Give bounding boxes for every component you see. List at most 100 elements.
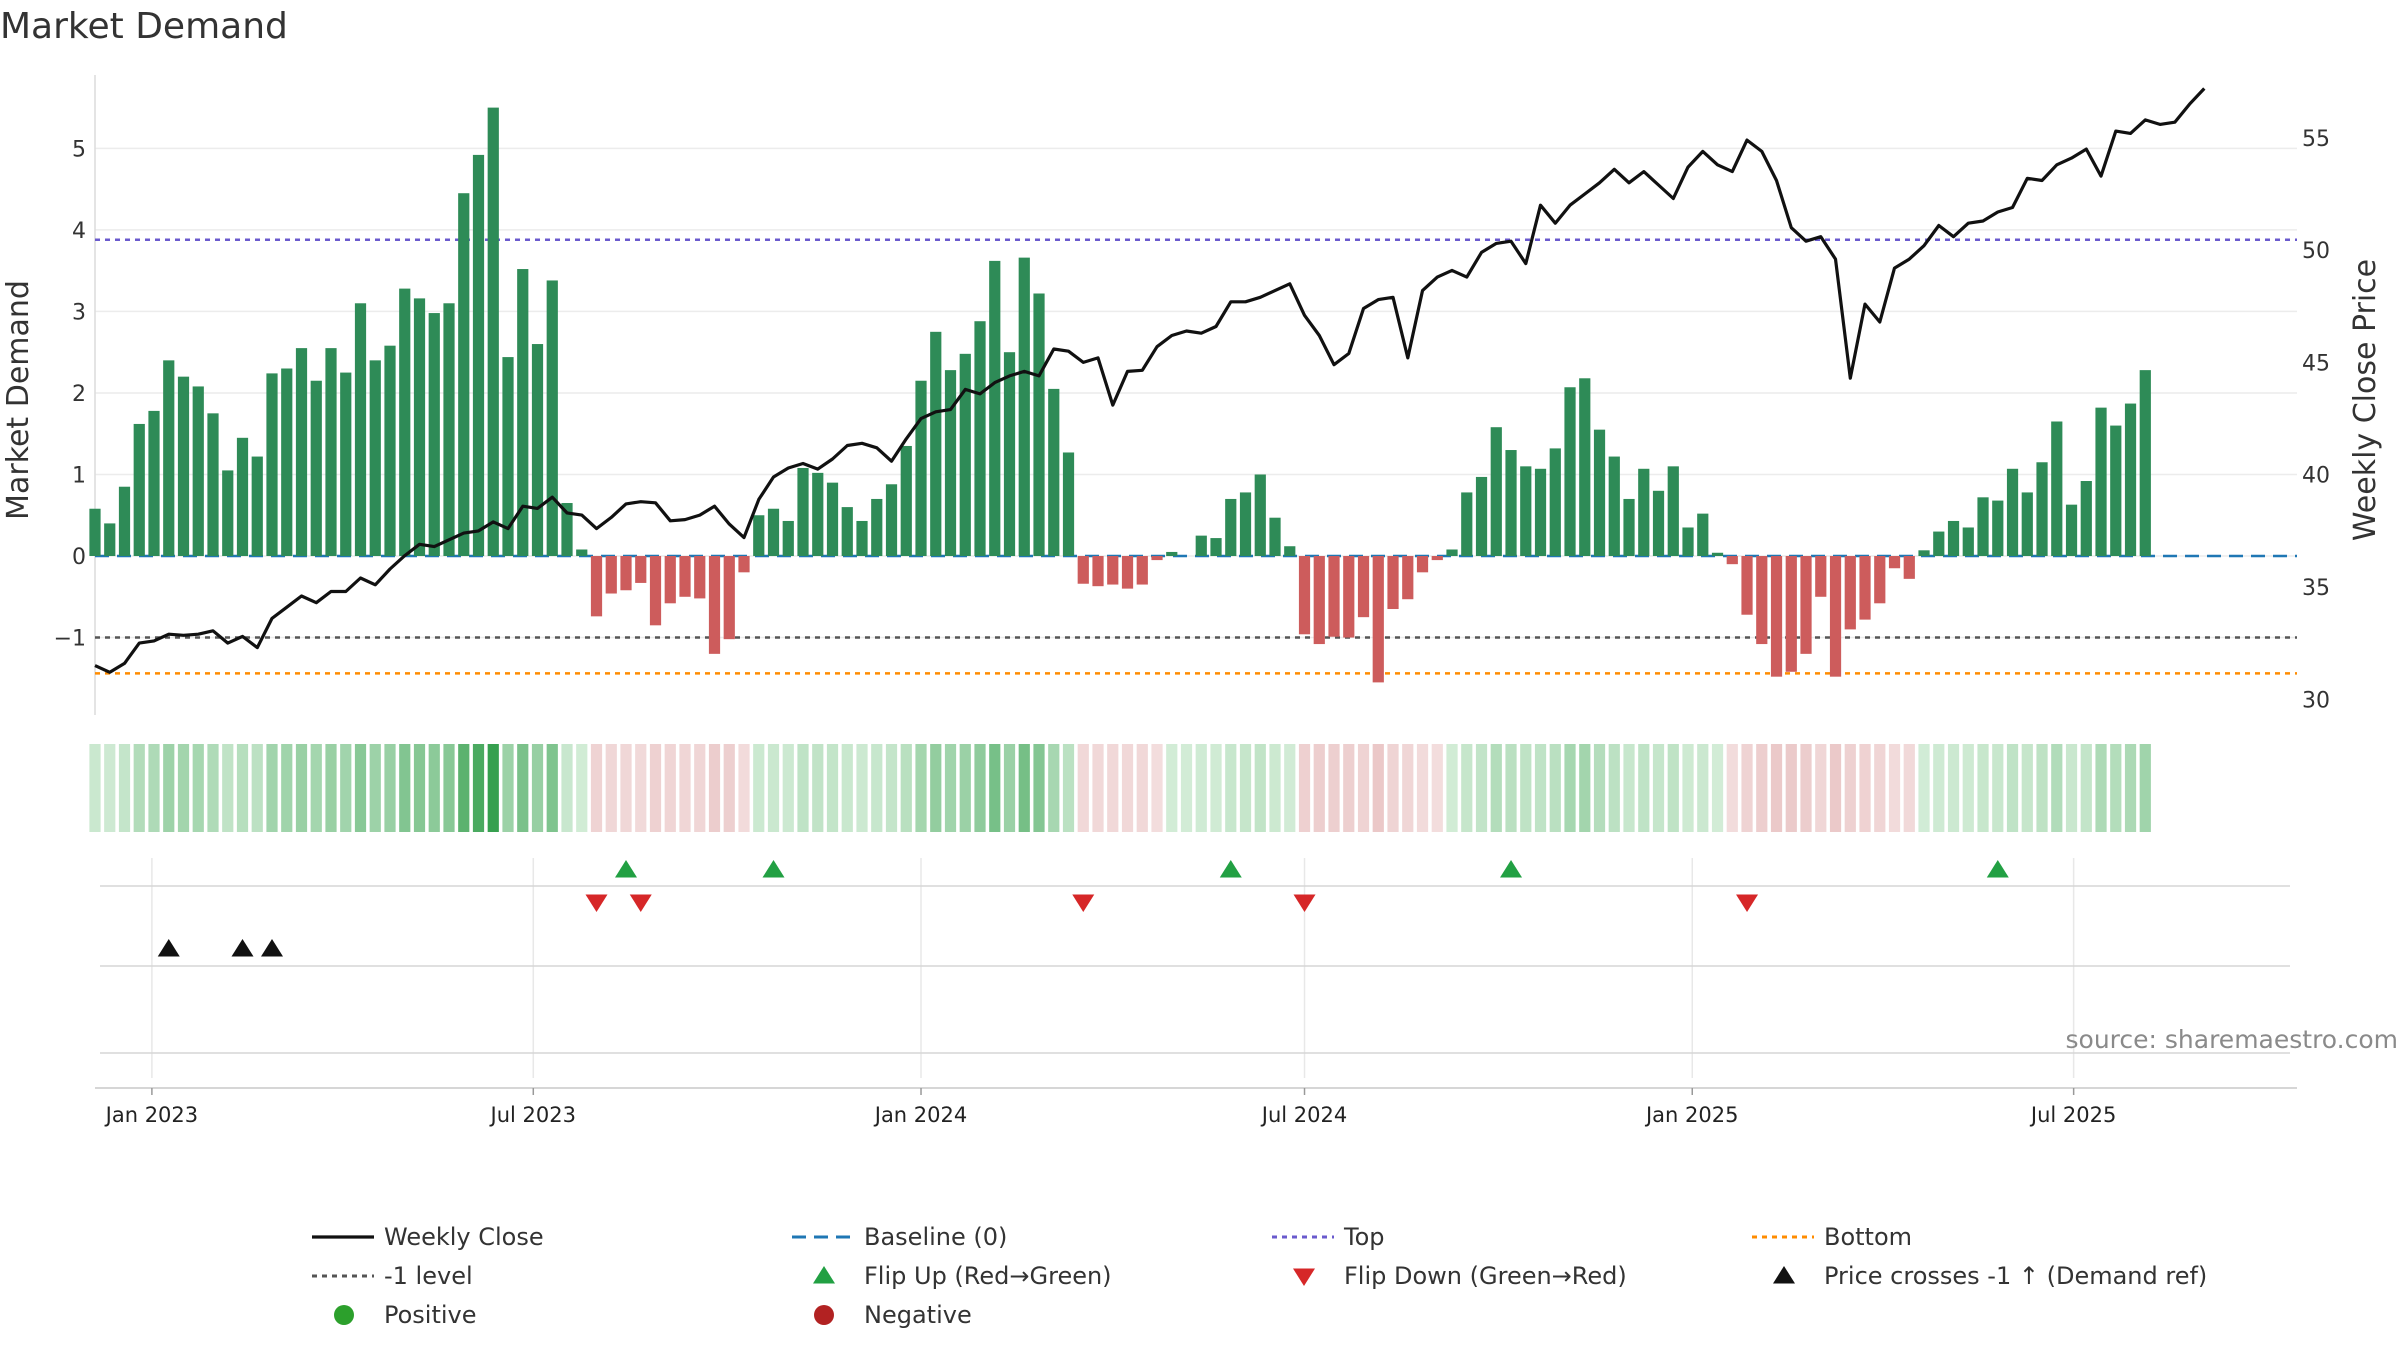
demand-bar-positive xyxy=(1003,352,1016,557)
heat-strip-cell xyxy=(1593,744,1606,832)
heat-strip-cell xyxy=(2095,744,2107,832)
heat-strip-cell xyxy=(1151,744,1163,832)
demand-bar-positive xyxy=(443,303,455,557)
demand-bar-positive xyxy=(576,549,588,557)
demand-bar-negative xyxy=(1726,556,1738,565)
demand-bar-negative xyxy=(635,556,647,583)
flip-down-marker xyxy=(1736,894,1759,912)
demand-bar-positive xyxy=(1239,492,1252,557)
heat-strip-cell xyxy=(871,744,883,832)
heat-strip-cell xyxy=(369,744,381,832)
source-note: source: sharemaestro.com xyxy=(2066,1025,2399,1054)
heat-strip-cell xyxy=(207,744,219,832)
demand-bar-positive xyxy=(1520,466,1532,557)
demand-bar-positive xyxy=(797,467,809,557)
heat-strip-cell xyxy=(148,744,160,832)
heat-strip-cell xyxy=(546,744,558,832)
heat-strip-cell xyxy=(384,744,396,832)
demand-bar-positive xyxy=(561,503,573,557)
demand-bar-positive xyxy=(1608,456,1620,557)
heat-strip-cell xyxy=(458,744,470,832)
heat-strip-cell xyxy=(738,744,750,832)
demand-bar-positive xyxy=(1269,517,1281,557)
heat-strip-cell xyxy=(1579,744,1591,832)
demand-bar-positive xyxy=(841,507,853,557)
heat-strip-cell xyxy=(1210,744,1222,832)
heat-strip-cell xyxy=(1402,744,1414,832)
event-tracks xyxy=(100,858,2290,1078)
heat-strip-cell xyxy=(812,744,824,832)
x-tick-label: Jan 2025 xyxy=(1644,1103,1739,1127)
demand-bar-negative xyxy=(1121,556,1134,589)
heat-strip-cell xyxy=(1859,744,1871,832)
heat-strip-cell xyxy=(2124,744,2137,832)
demand-bar-positive xyxy=(340,372,352,557)
demand-bar-positive xyxy=(1475,476,1488,557)
demand-bar-negative xyxy=(1357,556,1370,618)
y-tick-left: 1 xyxy=(72,463,86,488)
heat-strip-cell xyxy=(1490,744,1502,832)
chart-title: Market Demand xyxy=(0,6,288,47)
demand-bar-negative xyxy=(1756,556,1768,645)
demand-bar-positive xyxy=(148,410,160,557)
legend-label: Negative xyxy=(864,1301,972,1329)
heat-strip-cell xyxy=(576,744,588,832)
demand-bar-positive xyxy=(959,353,971,557)
heat-strip-cell xyxy=(2036,744,2048,832)
demand-bar-positive xyxy=(856,520,868,557)
price-cross-marker xyxy=(231,939,254,957)
heat-strip-cell xyxy=(1549,744,1561,832)
demand-bar-positive xyxy=(310,380,322,557)
heat-strip-cell xyxy=(1785,744,1797,832)
heat-strip-cell xyxy=(1166,744,1178,832)
legend-label: -1 level xyxy=(384,1262,473,1290)
demand-bar-positive xyxy=(472,154,485,557)
heat-strip-cell xyxy=(1770,744,1783,832)
heat-strip-cell xyxy=(133,744,145,832)
y-tick-left: 3 xyxy=(72,300,86,325)
legend-swatch-circle xyxy=(814,1305,834,1325)
demand-bar-positive xyxy=(384,345,396,557)
heat-strip-cell xyxy=(1638,744,1650,832)
heat-strip-cell xyxy=(1313,744,1325,832)
demand-bar-positive xyxy=(1638,468,1650,557)
demand-bar-negative xyxy=(1859,556,1871,620)
demand-bar-negative xyxy=(1888,556,1901,569)
heat-strip-cell xyxy=(1874,744,1886,832)
y-axis-label-left: Market Demand xyxy=(1,280,36,520)
legend-label: Price crosses -1 ↑ (Demand ref) xyxy=(1824,1262,2207,1290)
demand-bar-positive xyxy=(2065,504,2078,557)
heat-strip-cell xyxy=(1623,744,1635,832)
demand-bar-positive xyxy=(1933,531,1945,557)
heat-strip-cell xyxy=(1018,744,1030,832)
demand-bar-positive xyxy=(900,445,912,557)
heat-strip-cell xyxy=(1298,744,1311,832)
legend-label: Flip Down (Green→Red) xyxy=(1344,1262,1627,1290)
demand-bar-positive xyxy=(1210,538,1222,557)
demand-bar-negative xyxy=(708,556,721,654)
x-tick-label: Jan 2024 xyxy=(873,1103,968,1127)
demand-bar-positive xyxy=(89,508,101,557)
y-tick-left: 2 xyxy=(72,382,86,407)
demand-bar-positive xyxy=(1962,527,1974,557)
heat-strip-cell xyxy=(1844,744,1856,832)
demand-bar-positive xyxy=(1564,387,1576,557)
heat-strip-cell xyxy=(1903,744,1915,832)
demand-bar-positive xyxy=(1254,474,1266,557)
demand-bar-positive xyxy=(1461,492,1473,557)
heat-strip-cell xyxy=(531,744,544,832)
heat-strip-cell xyxy=(1431,744,1443,832)
legend-label: Weekly Close xyxy=(384,1223,544,1251)
heat-strip-cell xyxy=(1741,744,1753,832)
heat-strip-cell xyxy=(192,744,204,832)
demand-bar-negative xyxy=(1343,556,1355,638)
legend-label: Top xyxy=(1343,1223,1385,1251)
heat-strip-cell xyxy=(325,744,337,832)
demand-bar-negative xyxy=(1785,556,1797,672)
heat-strip-cell xyxy=(1092,744,1104,832)
demand-bar-positive xyxy=(1549,448,1561,557)
demand-bar-positive xyxy=(2006,468,2019,557)
demand-bar-positive xyxy=(222,470,234,557)
